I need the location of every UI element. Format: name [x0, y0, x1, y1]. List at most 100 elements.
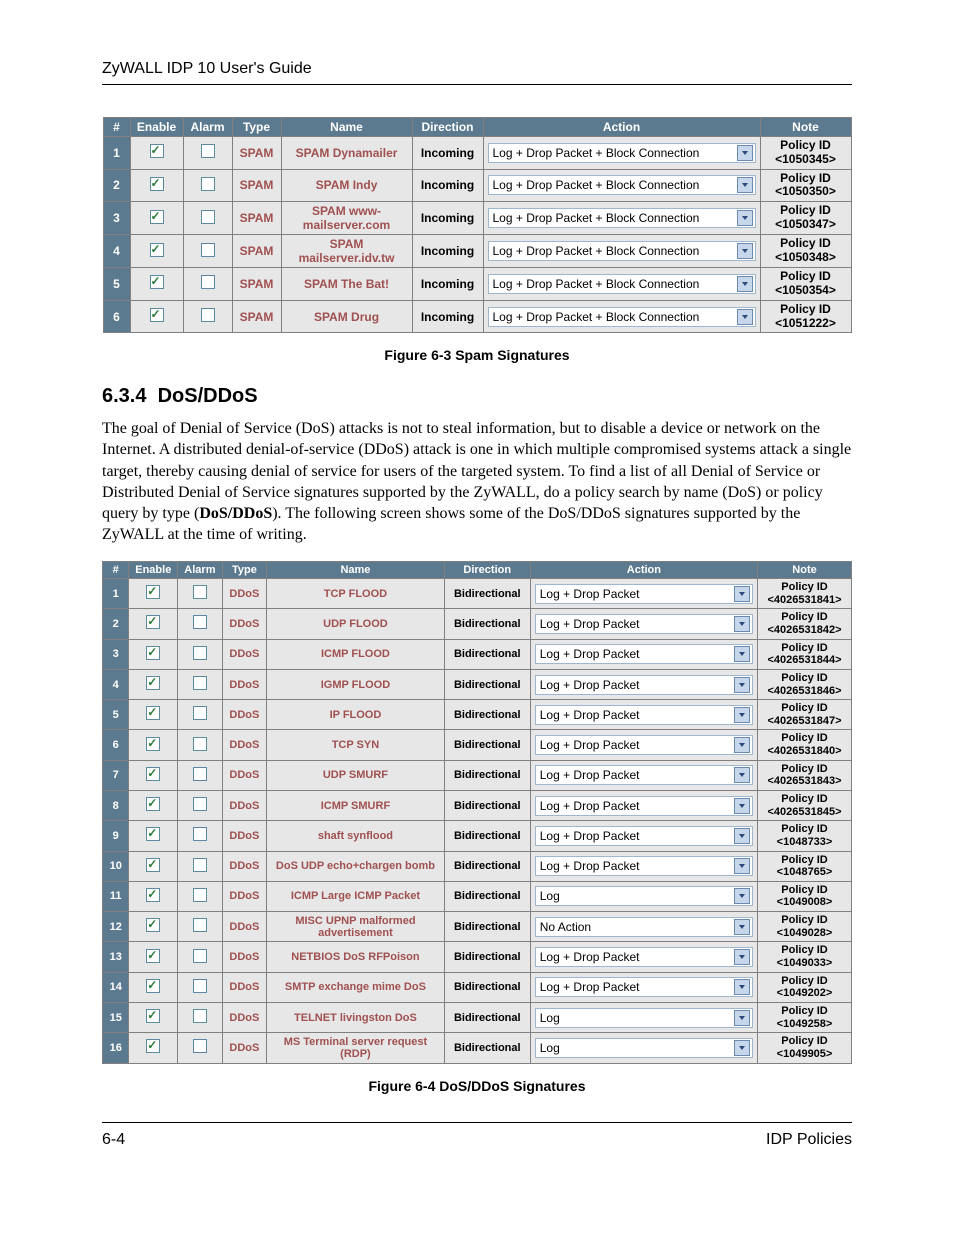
chevron-down-icon[interactable]: [734, 858, 750, 874]
alarm-checkbox[interactable]: [193, 1039, 207, 1053]
alarm-checkbox[interactable]: [193, 706, 207, 720]
enable-checkbox[interactable]: [146, 646, 160, 660]
chevron-down-icon[interactable]: [734, 1010, 750, 1026]
alarm-checkbox[interactable]: [201, 275, 215, 289]
chevron-down-icon[interactable]: [734, 677, 750, 693]
action-select[interactable]: Log: [535, 1008, 753, 1028]
enable-checkbox[interactable]: [146, 1039, 160, 1053]
chevron-down-icon[interactable]: [737, 210, 753, 226]
alarm-checkbox[interactable]: [193, 676, 207, 690]
action-select[interactable]: Log + Drop Packet: [535, 947, 753, 967]
alarm-checkbox[interactable]: [193, 1009, 207, 1023]
enable-cell: [131, 268, 183, 300]
alarm-checkbox[interactable]: [193, 949, 207, 963]
enable-checkbox[interactable]: [146, 585, 160, 599]
enable-cell: [129, 761, 177, 790]
enable-checkbox[interactable]: [146, 767, 160, 781]
enable-checkbox[interactable]: [146, 706, 160, 720]
action-select[interactable]: Log + Drop Packet + Block Connection: [488, 274, 756, 294]
enable-checkbox[interactable]: [146, 949, 160, 963]
enable-checkbox[interactable]: [146, 858, 160, 872]
chevron-down-icon[interactable]: [734, 586, 750, 602]
enable-checkbox[interactable]: [150, 177, 164, 191]
action-select[interactable]: Log + Drop Packet: [535, 856, 753, 876]
action-select[interactable]: Log + Drop Packet + Block Connection: [488, 143, 756, 163]
action-select[interactable]: Log + Drop Packet: [535, 735, 753, 755]
chevron-down-icon[interactable]: [734, 646, 750, 662]
chevron-down-icon[interactable]: [734, 1040, 750, 1056]
chevron-down-icon[interactable]: [734, 767, 750, 783]
alarm-checkbox[interactable]: [193, 646, 207, 660]
chevron-down-icon[interactable]: [737, 276, 753, 292]
chevron-down-icon[interactable]: [737, 309, 753, 325]
alarm-checkbox[interactable]: [193, 827, 207, 841]
alarm-checkbox[interactable]: [193, 979, 207, 993]
chevron-down-icon[interactable]: [734, 949, 750, 965]
alarm-checkbox[interactable]: [201, 210, 215, 224]
chevron-down-icon[interactable]: [734, 707, 750, 723]
action-select[interactable]: Log + Drop Packet + Block Connection: [488, 307, 756, 327]
chevron-down-icon[interactable]: [734, 888, 750, 904]
enable-checkbox[interactable]: [146, 979, 160, 993]
action-cell: Log + Drop Packet: [531, 821, 757, 850]
alarm-checkbox[interactable]: [193, 615, 207, 629]
chevron-down-icon[interactable]: [734, 979, 750, 995]
action-select[interactable]: Log + Drop Packet: [535, 765, 753, 785]
enable-checkbox[interactable]: [150, 243, 164, 257]
chevron-down-icon[interactable]: [734, 616, 750, 632]
action-select[interactable]: Log + Drop Packet: [535, 675, 753, 695]
enable-checkbox[interactable]: [146, 918, 160, 932]
action-select[interactable]: Log: [535, 1038, 753, 1058]
action-select[interactable]: Log + Drop Packet + Block Connection: [488, 241, 756, 261]
action-select[interactable]: Log + Drop Packet + Block Connection: [488, 208, 756, 228]
alarm-checkbox[interactable]: [193, 737, 207, 751]
enable-checkbox[interactable]: [150, 308, 164, 322]
chevron-down-icon[interactable]: [737, 177, 753, 193]
type-cell: DDoS: [223, 942, 266, 971]
action-select[interactable]: Log + Drop Packet: [535, 705, 753, 725]
alarm-checkbox[interactable]: [201, 243, 215, 257]
col-header: Note: [761, 118, 851, 136]
chevron-down-icon[interactable]: [737, 243, 753, 259]
enable-cell: [131, 202, 183, 234]
chevron-down-icon[interactable]: [734, 919, 750, 935]
enable-checkbox[interactable]: [146, 615, 160, 629]
action-cell: Log + Drop Packet: [531, 670, 757, 699]
enable-checkbox[interactable]: [150, 144, 164, 158]
alarm-checkbox[interactable]: [201, 308, 215, 322]
chevron-down-icon[interactable]: [734, 737, 750, 753]
chevron-down-icon[interactable]: [734, 828, 750, 844]
alarm-checkbox[interactable]: [193, 918, 207, 932]
action-select[interactable]: Log + Drop Packet: [535, 977, 753, 997]
action-select[interactable]: Log + Drop Packet: [535, 584, 753, 604]
alarm-checkbox[interactable]: [201, 177, 215, 191]
chevron-down-icon[interactable]: [737, 145, 753, 161]
alarm-checkbox[interactable]: [193, 888, 207, 902]
action-select[interactable]: Log + Drop Packet: [535, 644, 753, 664]
alarm-checkbox[interactable]: [201, 144, 215, 158]
alarm-checkbox[interactable]: [193, 767, 207, 781]
action-cell: Log + Drop Packet: [531, 640, 757, 669]
action-select[interactable]: Log: [535, 886, 753, 906]
alarm-checkbox[interactable]: [193, 585, 207, 599]
action-select[interactable]: No Action: [535, 917, 753, 937]
action-select[interactable]: Log + Drop Packet + Block Connection: [488, 175, 756, 195]
enable-checkbox[interactable]: [146, 737, 160, 751]
alarm-checkbox[interactable]: [193, 858, 207, 872]
enable-checkbox[interactable]: [146, 888, 160, 902]
enable-checkbox[interactable]: [150, 275, 164, 289]
enable-checkbox[interactable]: [150, 210, 164, 224]
chevron-down-icon[interactable]: [734, 798, 750, 814]
footer-rule: [102, 1122, 852, 1123]
enable-checkbox[interactable]: [146, 797, 160, 811]
enable-checkbox[interactable]: [146, 827, 160, 841]
table-row: 1SPAMSPAM DynamailerIncomingLog + Drop P…: [104, 137, 851, 169]
col-header: #: [104, 118, 130, 136]
action-select[interactable]: Log + Drop Packet: [535, 796, 753, 816]
action-select[interactable]: Log + Drop Packet: [535, 614, 753, 634]
enable-checkbox[interactable]: [146, 676, 160, 690]
alarm-checkbox[interactable]: [193, 797, 207, 811]
action-select[interactable]: Log + Drop Packet: [535, 826, 753, 846]
note-cell: Policy ID<1050347>: [761, 202, 851, 234]
enable-checkbox[interactable]: [146, 1009, 160, 1023]
